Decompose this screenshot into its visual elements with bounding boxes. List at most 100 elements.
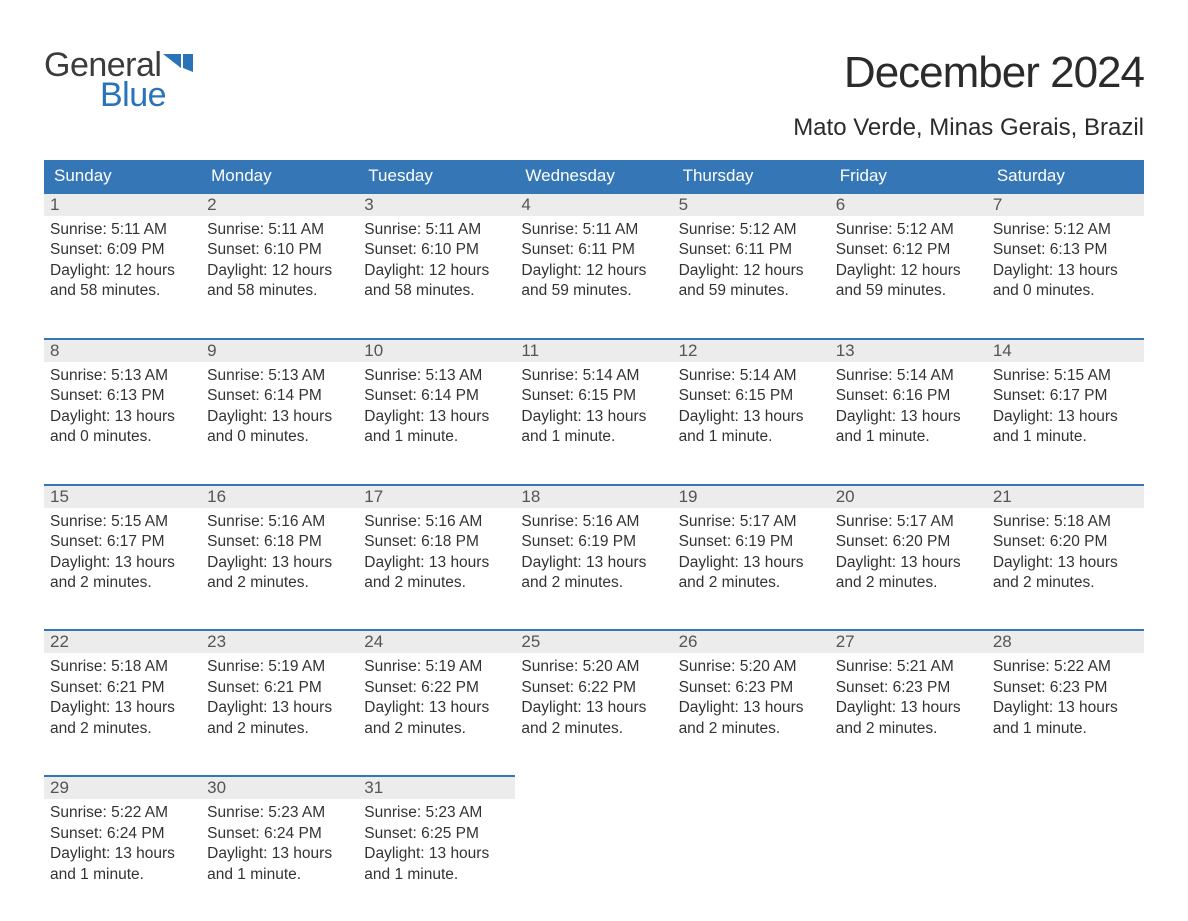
day-content: Sunrise: 5:15 AMSunset: 6:17 PMDaylight:… xyxy=(44,508,201,630)
sunset-text: Sunset: 6:21 PM xyxy=(207,678,352,698)
day-cell xyxy=(830,776,987,921)
day-content: Sunrise: 5:21 AMSunset: 6:23 PMDaylight:… xyxy=(830,653,987,775)
day-number: 22 xyxy=(44,631,201,653)
sunset-text: Sunset: 6:24 PM xyxy=(50,824,195,844)
sunset-text: Sunset: 6:14 PM xyxy=(207,386,352,406)
daylight-line1: Daylight: 13 hours xyxy=(364,407,509,427)
sunset-text: Sunset: 6:11 PM xyxy=(679,240,824,260)
day-cell: 6Sunrise: 5:12 AMSunset: 6:12 PMDaylight… xyxy=(830,193,987,339)
sunrise-text: Sunrise: 5:11 AM xyxy=(207,220,352,240)
day-cell: 16Sunrise: 5:16 AMSunset: 6:18 PMDayligh… xyxy=(201,485,358,631)
day-number: 7 xyxy=(987,194,1144,216)
sunset-text: Sunset: 6:22 PM xyxy=(521,678,666,698)
daylight-line2: and 1 minute. xyxy=(679,427,824,447)
day-cell: 29Sunrise: 5:22 AMSunset: 6:24 PMDayligh… xyxy=(44,776,201,921)
sunrise-text: Sunrise: 5:15 AM xyxy=(50,512,195,532)
sunset-text: Sunset: 6:13 PM xyxy=(993,240,1138,260)
day-content: Sunrise: 5:17 AMSunset: 6:19 PMDaylight:… xyxy=(673,508,830,630)
day-content: Sunrise: 5:22 AMSunset: 6:24 PMDaylight:… xyxy=(44,799,201,921)
daylight-line2: and 2 minutes. xyxy=(679,719,824,739)
sunrise-text: Sunrise: 5:23 AM xyxy=(207,803,352,823)
day-number: 19 xyxy=(673,486,830,508)
day-number: 16 xyxy=(201,486,358,508)
sunset-text: Sunset: 6:14 PM xyxy=(364,386,509,406)
sunset-text: Sunset: 6:21 PM xyxy=(50,678,195,698)
day-cell: 11Sunrise: 5:14 AMSunset: 6:15 PMDayligh… xyxy=(515,339,672,485)
sunrise-text: Sunrise: 5:13 AM xyxy=(50,366,195,386)
day-cell xyxy=(673,776,830,921)
daylight-line1: Daylight: 13 hours xyxy=(993,407,1138,427)
sunrise-text: Sunrise: 5:17 AM xyxy=(679,512,824,532)
day-cell: 13Sunrise: 5:14 AMSunset: 6:16 PMDayligh… xyxy=(830,339,987,485)
sunrise-text: Sunrise: 5:19 AM xyxy=(207,657,352,677)
daylight-line1: Daylight: 12 hours xyxy=(50,261,195,281)
logo: General Blue xyxy=(44,48,193,112)
daylight-line1: Daylight: 13 hours xyxy=(207,553,352,573)
day-number: 18 xyxy=(515,486,672,508)
day-content: Sunrise: 5:23 AMSunset: 6:25 PMDaylight:… xyxy=(358,799,515,921)
daylight-line1: Daylight: 13 hours xyxy=(993,261,1138,281)
daylight-line1: Daylight: 13 hours xyxy=(993,698,1138,718)
day-cell: 15Sunrise: 5:15 AMSunset: 6:17 PMDayligh… xyxy=(44,485,201,631)
daylight-line2: and 1 minute. xyxy=(364,427,509,447)
daylight-line2: and 1 minute. xyxy=(521,427,666,447)
daylight-line2: and 2 minutes. xyxy=(521,719,666,739)
day-cell: 9Sunrise: 5:13 AMSunset: 6:14 PMDaylight… xyxy=(201,339,358,485)
day-number: 17 xyxy=(358,486,515,508)
day-content: Sunrise: 5:19 AMSunset: 6:22 PMDaylight:… xyxy=(358,653,515,775)
daylight-line2: and 0 minutes. xyxy=(50,427,195,447)
sunset-text: Sunset: 6:23 PM xyxy=(679,678,824,698)
sunset-text: Sunset: 6:18 PM xyxy=(207,532,352,552)
daylight-line1: Daylight: 13 hours xyxy=(50,844,195,864)
day-header: Tuesday xyxy=(358,160,515,193)
sunset-text: Sunset: 6:17 PM xyxy=(993,386,1138,406)
week-row: 29Sunrise: 5:22 AMSunset: 6:24 PMDayligh… xyxy=(44,776,1144,921)
daylight-line1: Daylight: 13 hours xyxy=(836,553,981,573)
day-cell xyxy=(987,776,1144,921)
daylight-line2: and 2 minutes. xyxy=(364,573,509,593)
day-number: 1 xyxy=(44,194,201,216)
day-cell: 10Sunrise: 5:13 AMSunset: 6:14 PMDayligh… xyxy=(358,339,515,485)
day-number: 15 xyxy=(44,486,201,508)
day-content: Sunrise: 5:11 AMSunset: 6:09 PMDaylight:… xyxy=(44,216,201,338)
daylight-line2: and 1 minute. xyxy=(836,427,981,447)
daylight-line1: Daylight: 13 hours xyxy=(364,698,509,718)
daylight-line2: and 1 minute. xyxy=(207,865,352,885)
week-row: 8Sunrise: 5:13 AMSunset: 6:13 PMDaylight… xyxy=(44,339,1144,485)
day-number: 10 xyxy=(358,340,515,362)
daylight-line2: and 1 minute. xyxy=(993,427,1138,447)
daylight-line1: Daylight: 13 hours xyxy=(836,698,981,718)
daylight-line1: Daylight: 12 hours xyxy=(679,261,824,281)
day-cell: 27Sunrise: 5:21 AMSunset: 6:23 PMDayligh… xyxy=(830,630,987,776)
day-number: 13 xyxy=(830,340,987,362)
sunrise-text: Sunrise: 5:16 AM xyxy=(521,512,666,532)
day-content: Sunrise: 5:16 AMSunset: 6:18 PMDaylight:… xyxy=(358,508,515,630)
daylight-line2: and 58 minutes. xyxy=(207,281,352,301)
sunset-text: Sunset: 6:18 PM xyxy=(364,532,509,552)
daylight-line2: and 2 minutes. xyxy=(207,719,352,739)
daylight-line1: Daylight: 13 hours xyxy=(679,553,824,573)
daylight-line1: Daylight: 13 hours xyxy=(50,698,195,718)
daylight-line2: and 2 minutes. xyxy=(207,573,352,593)
daylight-line1: Daylight: 13 hours xyxy=(207,844,352,864)
sunset-text: Sunset: 6:09 PM xyxy=(50,240,195,260)
daylight-line2: and 0 minutes. xyxy=(207,427,352,447)
week-row: 22Sunrise: 5:18 AMSunset: 6:21 PMDayligh… xyxy=(44,630,1144,776)
calendar-body: 1Sunrise: 5:11 AMSunset: 6:09 PMDaylight… xyxy=(44,193,1144,921)
day-number: 27 xyxy=(830,631,987,653)
day-number: 20 xyxy=(830,486,987,508)
day-number: 4 xyxy=(515,194,672,216)
day-number: 29 xyxy=(44,777,201,799)
daylight-line2: and 2 minutes. xyxy=(993,573,1138,593)
day-cell: 14Sunrise: 5:15 AMSunset: 6:17 PMDayligh… xyxy=(987,339,1144,485)
day-cell xyxy=(515,776,672,921)
sunset-text: Sunset: 6:17 PM xyxy=(50,532,195,552)
sunset-text: Sunset: 6:10 PM xyxy=(364,240,509,260)
day-cell: 5Sunrise: 5:12 AMSunset: 6:11 PMDaylight… xyxy=(673,193,830,339)
daylight-line1: Daylight: 13 hours xyxy=(364,553,509,573)
day-content: Sunrise: 5:15 AMSunset: 6:17 PMDaylight:… xyxy=(987,362,1144,484)
day-number: 26 xyxy=(673,631,830,653)
day-number: 21 xyxy=(987,486,1144,508)
sunrise-text: Sunrise: 5:23 AM xyxy=(364,803,509,823)
day-content: Sunrise: 5:12 AMSunset: 6:13 PMDaylight:… xyxy=(987,216,1144,338)
